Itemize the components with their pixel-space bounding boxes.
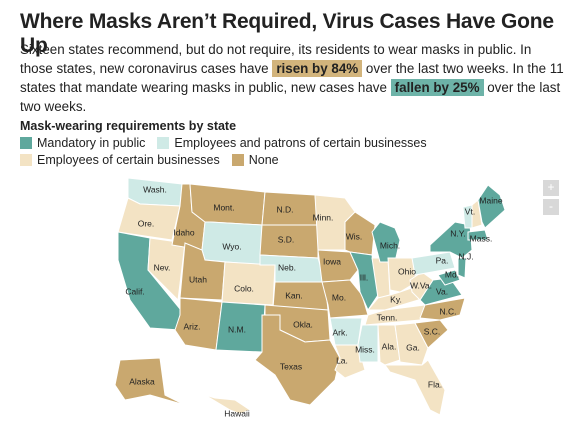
state-label: Iowa xyxy=(323,256,341,266)
state xyxy=(254,314,341,406)
state xyxy=(114,357,186,406)
state-label: Calif. xyxy=(125,286,144,296)
state-label: N.Y. xyxy=(450,228,465,238)
zoom-in[interactable]: + xyxy=(543,180,559,196)
legend-label: Employees and patrons of certain busines… xyxy=(174,135,427,150)
state-label: Wash. xyxy=(143,184,167,194)
highlight-fallen: fallen by 25% xyxy=(390,79,484,96)
state xyxy=(366,284,426,311)
state xyxy=(204,394,252,415)
state xyxy=(429,221,473,259)
state-label: Minn. xyxy=(313,212,334,222)
state-label: Texas xyxy=(280,361,302,371)
legend-swatch xyxy=(20,153,32,166)
legend-label: None xyxy=(248,152,279,167)
state-label: S.D. xyxy=(278,234,295,244)
state-label: Ohio xyxy=(398,266,416,276)
state xyxy=(317,249,359,283)
state-label: Hawaii xyxy=(224,408,250,418)
state-label: Ill. xyxy=(360,272,369,282)
zoom-out[interactable]: - xyxy=(543,199,559,215)
state-label: Mass. xyxy=(470,233,493,243)
state-label: Wis. xyxy=(346,231,363,241)
legend-label: Mandatory in public xyxy=(37,135,146,150)
state-label: Fla. xyxy=(428,379,442,389)
state-label: Nev. xyxy=(154,262,171,272)
state-label: Tenn. xyxy=(377,312,398,322)
description-text: over the last two weeks. xyxy=(20,80,561,114)
legend-label: Employees of certain businesses xyxy=(37,152,220,167)
description: Sixteen states recommend, but do not req… xyxy=(20,40,565,116)
state-label: S.C. xyxy=(424,326,441,336)
state-label: Colo. xyxy=(234,283,254,293)
title: Where Masks Aren’t Required, Virus Cases… xyxy=(20,10,554,57)
legend-swatch xyxy=(20,136,32,149)
state-label: Okla. xyxy=(293,319,313,329)
state-label: Ariz. xyxy=(184,321,201,331)
state xyxy=(411,251,456,276)
state-label: Ala. xyxy=(382,341,397,351)
state xyxy=(437,269,461,286)
state-label: Ga. xyxy=(406,342,420,352)
state-label: Ark. xyxy=(332,327,347,337)
legend-item: Employees and patrons of certain busines… xyxy=(157,134,427,151)
state-label: Neb. xyxy=(278,262,296,272)
state xyxy=(394,322,429,366)
state xyxy=(117,197,181,241)
state xyxy=(419,297,466,321)
state xyxy=(457,257,467,279)
legend-swatch xyxy=(157,136,170,149)
state-label: N.M. xyxy=(228,324,246,334)
state-label: Md. xyxy=(445,269,459,279)
state-label: N.J. xyxy=(458,251,473,261)
state xyxy=(377,324,401,366)
state-label: Mont. xyxy=(213,202,234,212)
state xyxy=(467,229,489,241)
legend-swatch xyxy=(231,153,244,166)
state-label: Ore. xyxy=(138,218,155,228)
state-label: Idaho xyxy=(173,227,195,237)
state xyxy=(471,199,483,229)
state-label: Vt. xyxy=(465,206,475,216)
state-label: N.C. xyxy=(440,306,457,316)
legend-item: None xyxy=(231,151,279,168)
legend: Mandatory in public Employees and patrons… xyxy=(20,134,450,168)
state-label: Ky. xyxy=(390,294,402,304)
legend-title: Mask-wearing requirements by state xyxy=(20,119,237,133)
state-label: La. xyxy=(336,355,348,365)
highlight-risen: risen by 84% xyxy=(272,60,363,77)
state-label: Maine xyxy=(479,195,502,205)
description-text: over the last two weeks. In the 11 state… xyxy=(20,61,564,95)
state-label: Utah xyxy=(189,274,207,284)
state-label: Mich. xyxy=(380,240,400,250)
state-label: W.Va. xyxy=(410,280,432,290)
state xyxy=(384,359,446,416)
state-label: Kan. xyxy=(285,290,303,300)
state-label: Wyo. xyxy=(222,241,241,251)
state-label: Va. xyxy=(436,286,448,296)
state xyxy=(357,324,379,363)
state-label: Alaska xyxy=(129,376,155,386)
state xyxy=(477,184,506,229)
state-label: Miss. xyxy=(355,344,375,354)
state-label: Mo. xyxy=(332,292,346,302)
state-label: Pa. xyxy=(436,255,449,265)
description-text: Sixteen states recommend, but do not req… xyxy=(20,42,532,76)
legend-item: Employees of certain businesses xyxy=(20,151,220,168)
state-label: N.D. xyxy=(277,204,294,214)
state xyxy=(371,221,401,263)
state xyxy=(414,319,449,349)
legend-item: Mandatory in public xyxy=(20,134,145,151)
